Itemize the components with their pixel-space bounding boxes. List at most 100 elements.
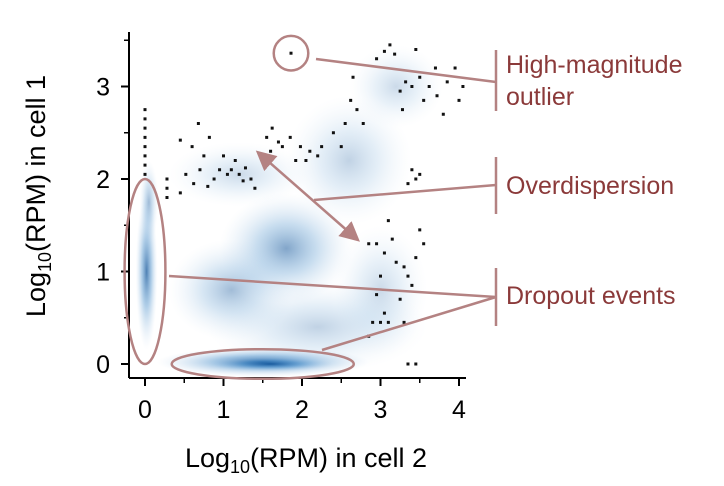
data-point [243,166,247,170]
data-point [270,126,274,130]
data-point [178,138,182,142]
data-point [410,283,414,287]
y-tick-label: 2 [96,166,110,194]
overdispersion-arrow [255,150,360,242]
data-point [406,362,410,366]
data-point [355,108,359,112]
data-point [304,159,308,162]
data-point [382,49,386,53]
x-tick-label: 2 [295,396,309,424]
dropout-ellipse-horizontal [170,347,356,381]
data-point [393,52,397,56]
data-point [143,108,147,112]
data-point [165,177,169,181]
data-point [276,140,280,144]
data-point [233,159,237,162]
data-point [143,172,147,176]
annotation-overdispersion: Overdispersion [255,150,674,242]
outlier-label: High-magnitude outlier [506,51,689,111]
data-point [206,184,210,188]
annotation-high-magnitude-outlier: High-magnitude outlier [272,34,689,111]
data-point [386,219,390,223]
data-point [298,145,302,149]
data-point [225,172,229,176]
data-point [441,112,445,116]
y-ticks: 0 1 2 3 [96,39,129,379]
data-point [461,85,465,88]
data-point [351,75,355,79]
outlier-label-line-1: High-magnitude [506,51,683,79]
data-point [280,145,284,149]
data-point [339,145,343,149]
dropout-label: Dropout events [506,282,676,310]
data-point [398,89,402,93]
data-point [404,80,408,84]
data-point [289,51,293,55]
scatter-points [143,43,465,366]
data-point [196,122,200,125]
data-point [288,135,292,139]
data-point [241,179,245,183]
data-point [427,85,431,88]
data-point [229,168,233,172]
data-point [320,145,324,149]
data-point [143,135,147,139]
data-point [375,57,379,61]
y-tick-label: 3 [96,74,110,102]
data-point [379,274,382,278]
data-point [265,135,269,139]
data-point [375,242,379,246]
data-point [143,145,147,149]
density-region [139,160,159,244]
data-point [445,80,449,84]
dropout-leader-line-lower [321,295,497,352]
data-point [165,196,169,199]
x-tick-label: 0 [138,396,152,424]
data-point [371,320,375,324]
data-point [422,242,426,246]
data-point [410,85,414,88]
outlier-leader-line [315,57,497,84]
data-point [294,159,298,162]
outlier-marker-circle [272,34,310,72]
data-point [400,108,404,112]
data-point [207,135,211,139]
x-tick-label: 4 [452,396,466,424]
data-point [184,172,188,176]
annotation-dropout-events: Dropout events [123,177,676,381]
data-point [406,274,410,278]
data-point [402,265,406,269]
data-point [249,177,253,181]
data-point [143,163,147,167]
data-point [237,172,241,176]
data-point [422,98,426,102]
axes: 0 1 2 3 0 1 2 3 4 Log10(RPM) in cell 2 Log10(RP… [21,32,466,477]
data-point [414,48,418,51]
data-point [165,186,169,190]
data-point [222,154,225,158]
data-point [343,122,347,125]
data-point [382,311,386,315]
data-point [414,256,418,260]
data-point [202,154,206,158]
x-ticks: 0 1 2 3 4 [138,378,466,424]
data-point [406,182,410,186]
y-tick-label: 1 [96,259,110,287]
outlier-label-line-2: outlier [506,83,574,111]
data-point [367,242,371,246]
data-point [386,320,390,324]
data-point [192,182,196,186]
data-point [435,94,439,98]
data-point [402,320,406,324]
data-point [390,237,394,241]
x-tick-label: 1 [217,396,231,424]
data-point [453,66,457,70]
data-point [212,177,216,181]
data-point [418,228,422,232]
data-point [379,320,382,324]
data-point [316,154,320,158]
data-point [398,297,402,301]
data-point [418,75,422,79]
y-axis-label: Log10(RPM) in cell 1 [21,75,55,317]
